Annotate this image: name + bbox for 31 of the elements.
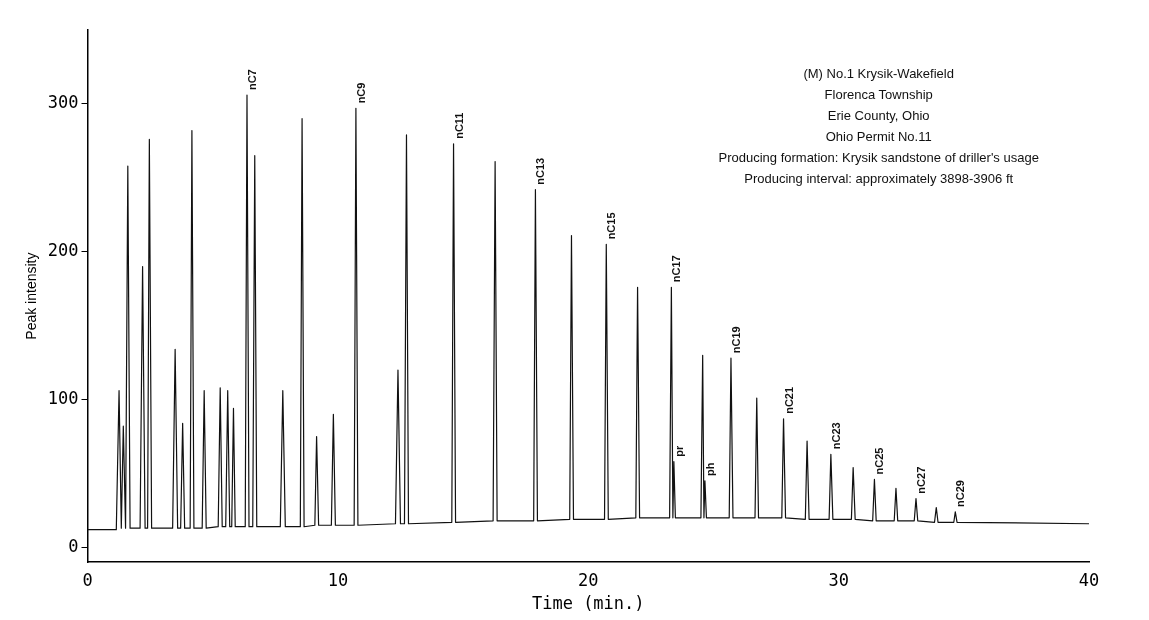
annotation: nC25 (873, 447, 886, 475)
annotation: Ohio Permit No.11 (825, 129, 932, 145)
y-tick-label: 200 (47, 240, 79, 261)
annotation: nC13 (534, 157, 547, 185)
annotation: Florenca Township (824, 87, 933, 103)
annotation: Producing formation: Krysik sandstone of driller's usage (718, 150, 1039, 166)
annotation: nC17 (670, 255, 683, 283)
x-tick-label: 40 (1078, 569, 1100, 590)
annotation: ph (703, 462, 716, 476)
annotation: Producing interval: approximately 3898-3906 ft (744, 171, 1014, 187)
annotation: nC7 (246, 69, 259, 91)
y-tick-label: 300 (47, 92, 79, 113)
annotation: (M) No.1 Krysik-Wakefield (803, 66, 954, 82)
y-tick-label: 0 (68, 535, 79, 556)
annotation: nC23 (829, 422, 842, 450)
x-tick-label: 20 (578, 569, 599, 590)
x-tick-label: 30 (828, 569, 849, 590)
annotation: nC11 (452, 112, 465, 139)
y-axis-title: Peak intensity (23, 252, 40, 340)
x-tick-label: 0 (82, 569, 93, 590)
annotation: nC29 (954, 480, 967, 507)
x-axis-title: Time (min.) (531, 593, 645, 614)
x-tick-label: 10 (327, 569, 349, 590)
annotation: nC9 (354, 82, 367, 104)
annotation: nC15 (605, 212, 618, 240)
annotation: nC21 (782, 386, 795, 414)
y-tick-label: 100 (47, 388, 79, 409)
annotation: nC27 (915, 466, 928, 494)
annotation: pr (672, 444, 685, 457)
annotation: Erie County, Ohio (827, 108, 930, 124)
annotation: nC19 (730, 326, 742, 354)
